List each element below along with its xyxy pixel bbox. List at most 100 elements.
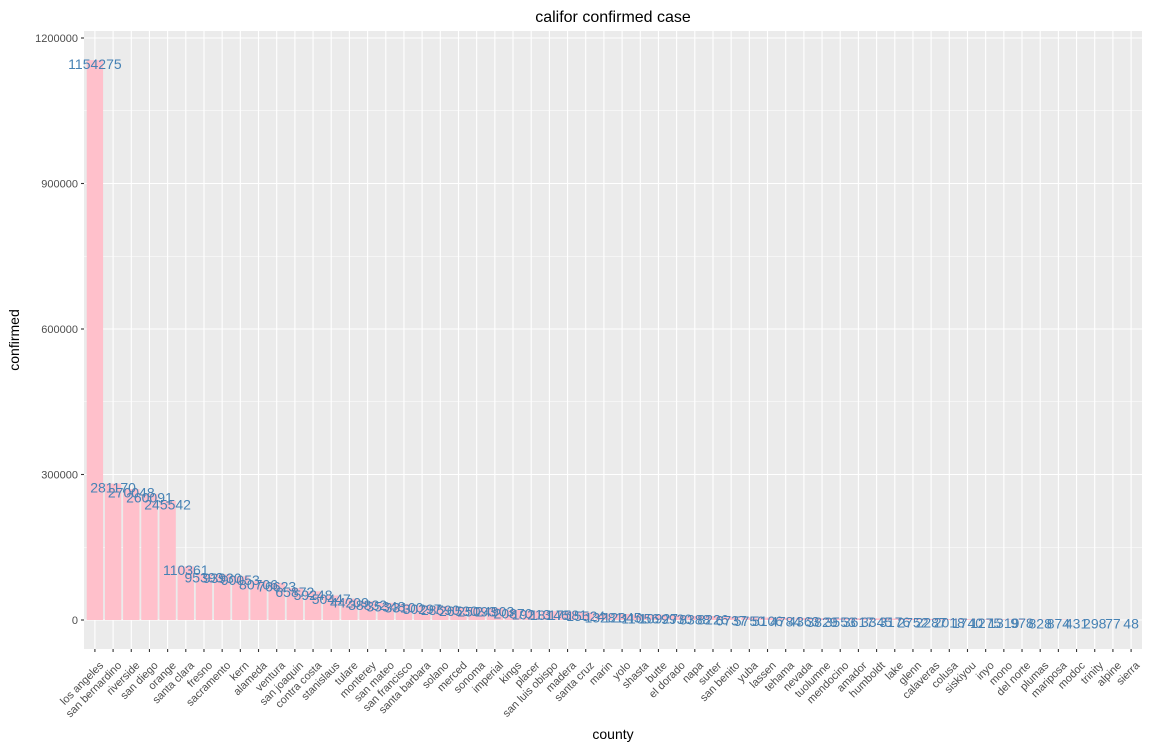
bar-nevada: [795, 617, 813, 620]
bar-tulare: [341, 598, 358, 620]
bar-san-francisco: [395, 603, 413, 620]
bar-value-label: 828: [1029, 615, 1053, 631]
bar-butte: [650, 614, 667, 620]
y-axis-title: confirmed: [6, 309, 22, 370]
plot-panel: [84, 31, 1142, 649]
bar-value-label: 80706: [239, 577, 278, 593]
bar-value-label: 93930: [203, 570, 242, 586]
bar-value-label: 17581: [548, 607, 587, 623]
bar-orange: [159, 500, 176, 620]
bar-value-label: 2018: [934, 615, 965, 631]
bar-yuba: [741, 617, 758, 620]
bar-value-label: 260091: [126, 490, 173, 506]
bar-value-label: 59248: [294, 587, 333, 603]
y-tick-label: 1200000: [35, 33, 78, 45]
bar-value-label: 270048: [108, 485, 155, 501]
bar-value-label: 11056: [621, 610, 659, 626]
bar-colusa: [941, 619, 958, 620]
bar-value-label: 35348: [366, 599, 405, 615]
bar-napa: [686, 615, 703, 620]
bar-value-label: 8226: [697, 612, 728, 628]
bar-kings: [504, 609, 522, 620]
bar-san-benito: [722, 616, 740, 620]
bar-lassen: [759, 617, 776, 620]
bar-value-label: 298: [1083, 616, 1107, 632]
bar-santa-barbara: [413, 605, 431, 620]
bar-humboldt: [868, 618, 885, 620]
bar-value-label: 95393: [185, 569, 224, 585]
bar-sonoma: [468, 607, 485, 620]
bar-tuolumne: [813, 618, 831, 620]
bar-kern: [232, 576, 249, 620]
bar-imperial: [486, 607, 504, 620]
bar-value-label: 978: [1010, 615, 1034, 631]
bar-mendocino: [832, 618, 849, 620]
bar-alameda: [250, 580, 267, 620]
bar-value-label: 12345: [603, 610, 642, 626]
bar-san-luis-obispo: [541, 611, 558, 620]
bar-value-label: 3617: [843, 614, 874, 630]
bar-ventura: [268, 582, 285, 620]
bar-shasta: [632, 614, 649, 620]
bar-placer: [523, 610, 540, 620]
bar-value-label: 9930: [661, 611, 692, 627]
bar-value-label: 2752: [897, 614, 928, 630]
bar-fresno: [195, 573, 213, 620]
y-tick-label: 600000: [41, 324, 78, 336]
bar-value-label: 431: [1065, 615, 1089, 631]
bar-value-label: 2287: [916, 615, 947, 631]
bar-value-label: 1154275: [68, 56, 122, 72]
bar-value-label: 50447: [312, 591, 351, 607]
bar-value-label: 24903: [475, 604, 514, 620]
bar-value-label: 5750: [734, 613, 765, 629]
x-axis-title: county: [592, 726, 633, 742]
bar-value-label: 20870: [494, 606, 533, 622]
bar-value-label: 1319: [988, 615, 1019, 631]
bar-sutter: [704, 616, 722, 620]
bar-value-label: 10927: [639, 610, 678, 626]
bar-calaveras: [922, 618, 940, 620]
bar-value-label: 281170: [90, 479, 136, 495]
bar-santa-clara: [177, 566, 194, 620]
y-tick-label: 300000: [41, 470, 78, 482]
bar-value-label: 4784: [770, 613, 801, 629]
y-tick-label: 900000: [41, 179, 78, 191]
y-tick-label: 0: [72, 615, 78, 627]
bar-value-label: 3176: [879, 614, 910, 630]
bar-value-label: 18146: [530, 607, 569, 623]
bar-monterey: [359, 601, 376, 620]
bar-stanislaus: [323, 595, 340, 620]
bar-value-label: 28590: [421, 602, 460, 618]
bar-yolo: [613, 614, 631, 620]
bar-value-label: 1740: [952, 615, 983, 631]
bar-value-label: 90053: [221, 572, 260, 588]
bar-sacramento: [213, 574, 231, 620]
bar-san-joaquin: [286, 588, 304, 620]
bar-value-label: 5106: [752, 613, 783, 629]
bar-value-label: 33100: [384, 600, 423, 616]
bar-value-label: 77: [1105, 616, 1121, 632]
bar-value-label: 3345: [861, 614, 892, 630]
bar-value-label: 3829: [806, 614, 837, 630]
bar-value-label: 13281: [584, 609, 623, 625]
bar-merced: [450, 607, 467, 620]
y-axis: 0 300000 600000 900000 1200000: [35, 33, 84, 627]
bars: [86, 60, 1140, 620]
bar-value-label: 38832: [348, 597, 387, 613]
bar-contra-costa: [304, 591, 322, 620]
bar-value-label: 245542: [144, 497, 191, 513]
bar-inyo: [977, 619, 994, 620]
bar-amador: [850, 618, 867, 620]
bar-value-label: 44209: [330, 594, 369, 610]
chart-title: califor confirmed case: [535, 9, 691, 26]
bar-value-label: 76623: [257, 579, 296, 595]
bar-riverside: [123, 489, 140, 620]
bar-siskiyou: [959, 619, 976, 620]
bar-value-label: 4363: [788, 614, 819, 630]
bar-solano: [432, 606, 449, 620]
bar-value-label: 25093: [457, 604, 496, 620]
bar-san-diego: [141, 493, 158, 620]
bar-value-label: 15524: [566, 608, 605, 624]
bar-santa-cruz: [577, 612, 594, 620]
